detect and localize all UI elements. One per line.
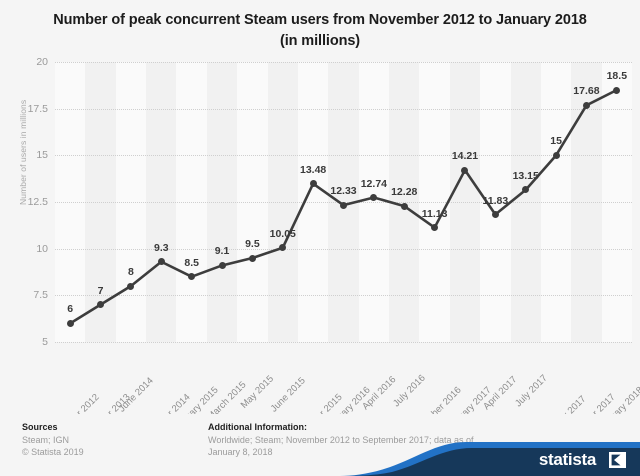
additional-info-line-1: Worldwide; Steam; November 2012 to Septe… (208, 435, 474, 445)
chart-title-line-2: (in millions) (279, 33, 361, 49)
data-label: 12.28 (391, 186, 418, 199)
data-point[interactable] (66, 319, 74, 327)
data-point[interactable] (522, 186, 530, 194)
y-axis-tick-label: 15 (36, 149, 48, 162)
x-axis-tick-label: July 2016 (391, 372, 428, 410)
data-point[interactable] (461, 166, 469, 174)
sources-block: Sources Steam; IGN © Statista 2019 (22, 422, 84, 458)
data-point[interactable] (613, 86, 621, 94)
data-point[interactable] (218, 261, 226, 269)
data-label: 11.83 (482, 194, 509, 207)
plot-area: 20 17.5 15 12.5 10 7.5 5 6 7 8 9.3 8.5 9.1 9.5 10.05 1… (28, 56, 632, 348)
additional-info-line-2: January 8, 2018 (208, 447, 273, 457)
gridline (55, 155, 632, 157)
statista-logo-shape (340, 442, 640, 476)
data-point[interactable] (97, 301, 105, 309)
data-label: 11.13 (421, 207, 448, 220)
y-axis-tick-label: 17.5 (27, 102, 48, 115)
statista-logo-text: statista (538, 450, 596, 469)
x-axis-tick-label: July 2017 (512, 372, 550, 410)
y-axis-tick-label: 7.5 (33, 289, 48, 302)
data-label: 8.5 (184, 256, 199, 269)
gridline (55, 248, 632, 250)
y-axis-tick-label: 5 (42, 336, 48, 348)
data-point[interactable] (491, 211, 499, 218)
data-label: 9.1 (214, 245, 230, 258)
data-label: 9.5 (245, 238, 260, 250)
data-label: 17.68 (573, 85, 600, 98)
data-point[interactable] (370, 194, 378, 202)
data-point[interactable] (279, 244, 287, 252)
sources-line-2: © Statista 2019 (22, 447, 84, 457)
data-point[interactable] (340, 201, 347, 209)
data-label: 7 (97, 284, 104, 297)
data-point[interactable] (188, 273, 196, 281)
additional-info-block: Additional Information: Worldwide; Steam… (208, 422, 473, 458)
y-axis-tick-label: 12.5 (27, 196, 48, 208)
data-label: 10.05 (269, 227, 296, 240)
gridline (55, 295, 632, 297)
data-point[interactable] (400, 202, 408, 210)
chart-footer: Sources Steam; IGN © Statista 2019 Addit… (0, 414, 640, 476)
statista-flag-icon (609, 452, 626, 468)
data-label: 12.33 (330, 185, 357, 198)
data-point[interactable] (157, 258, 165, 266)
statista-logo[interactable]: statista (340, 442, 640, 476)
additional-info-heading: Additional Information: (208, 422, 307, 432)
data-label: 9.3 (153, 241, 169, 254)
y-axis-title: Number of users in millions (18, 99, 28, 205)
data-point[interactable] (431, 224, 439, 232)
data-label: 8 (127, 266, 134, 278)
data-label: 13.48 (299, 163, 327, 176)
data-point[interactable] (248, 254, 256, 262)
sources-heading: Sources (22, 422, 58, 432)
sources-line-1: Steam; IGN (22, 435, 70, 445)
data-point[interactable] (552, 151, 560, 159)
data-label: 18.5 (606, 70, 628, 82)
data-label: 12.74 (360, 177, 387, 190)
gridline (55, 62, 632, 63)
data-label: 6 (67, 303, 74, 316)
data-point[interactable] (127, 282, 135, 290)
y-axis-tick-label: 20 (36, 56, 48, 68)
data-label: 14.21 (451, 150, 479, 163)
data-point[interactable] (582, 101, 590, 109)
data-point[interactable] (309, 180, 317, 188)
gridline (55, 108, 632, 110)
gridline (55, 342, 632, 343)
chart-title: Number of peak concurrent Steam users fr… (0, 10, 640, 52)
x-axis-labels: November 2012December 2013June 2014Novem… (46, 344, 640, 451)
data-label: 13.15 (512, 169, 539, 182)
chart-title-line-1: Number of peak concurrent Steam users fr… (53, 12, 587, 28)
y-axis-tick-label: 10 (36, 242, 48, 255)
data-label: 15 (550, 135, 562, 148)
